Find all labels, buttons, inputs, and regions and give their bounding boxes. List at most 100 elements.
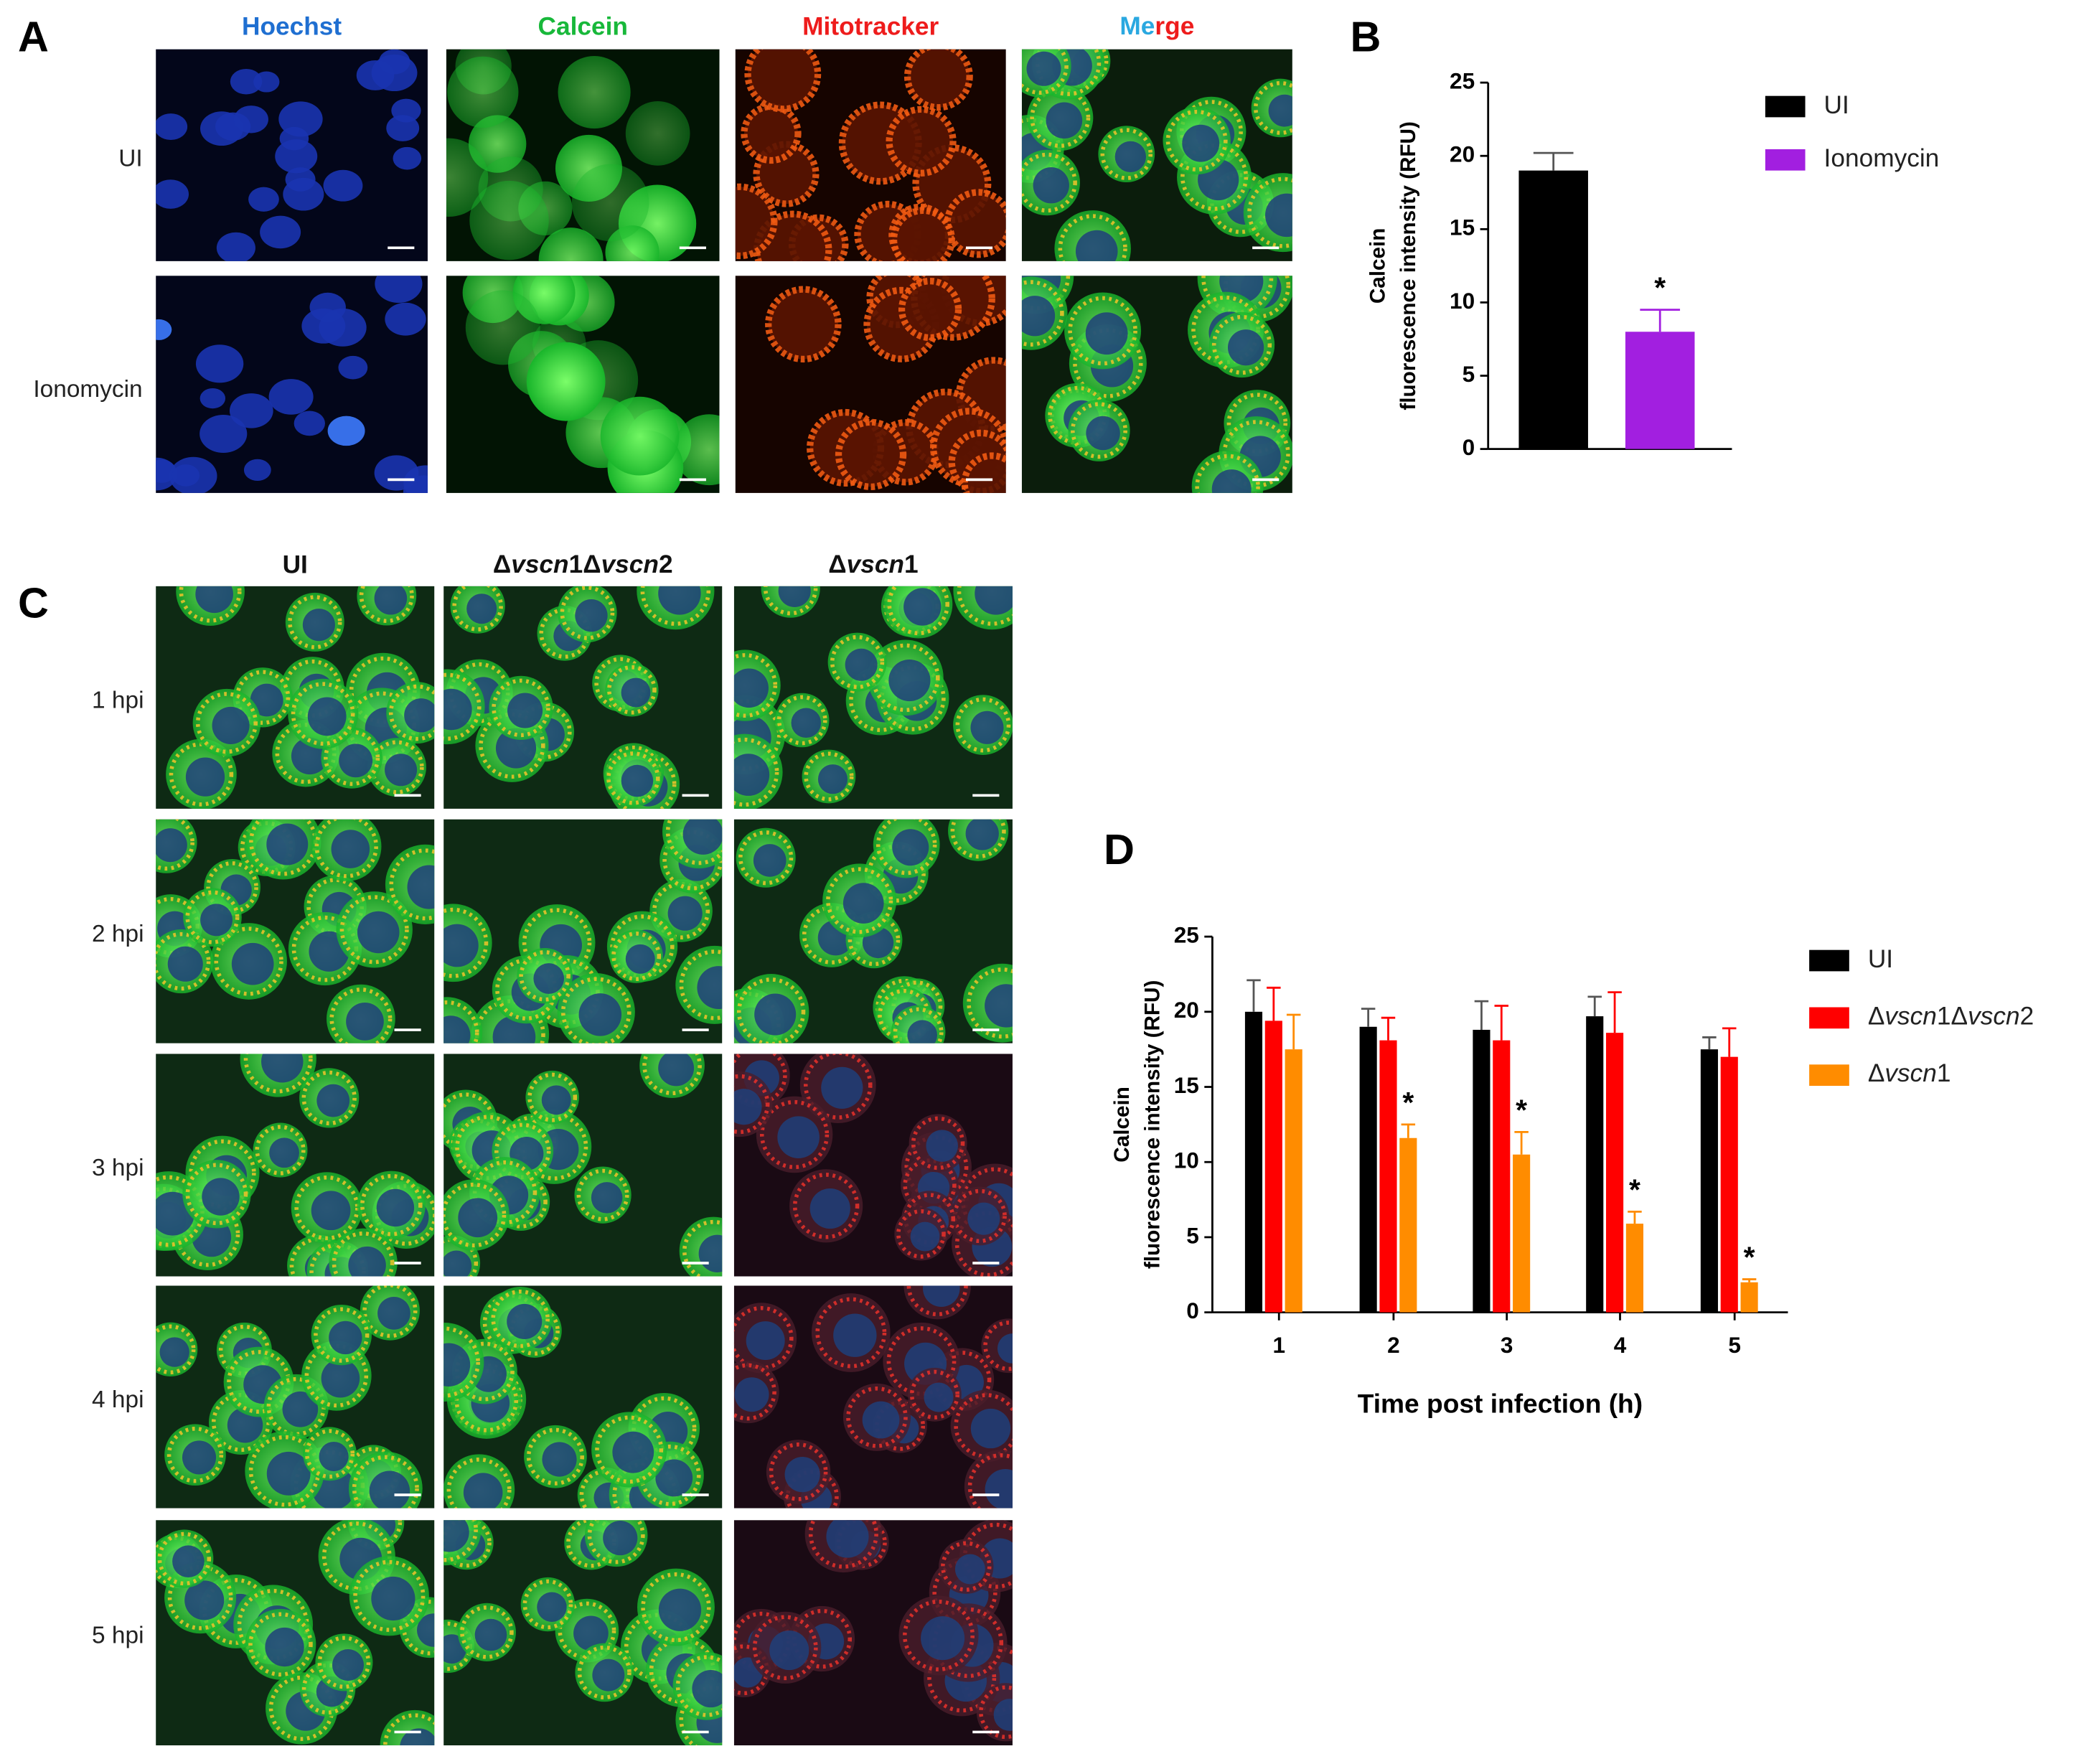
nucleus [466, 594, 497, 624]
mito-ring [291, 682, 355, 746]
cells [733, 819, 1013, 1043]
nucleus [692, 1670, 723, 1708]
nucleus [698, 1234, 723, 1272]
nucleus [921, 1616, 965, 1661]
cell [673, 414, 720, 486]
nucleus [156, 179, 189, 209]
row-label: Ionomycin [33, 376, 142, 403]
mito-ring [642, 1054, 702, 1096]
mito-ring [519, 950, 571, 1002]
nucleus [592, 1659, 625, 1692]
nucleus [533, 963, 565, 994]
column-header: Calcein [537, 12, 627, 40]
cells [446, 49, 697, 261]
nucleus [369, 1470, 410, 1509]
cell [600, 396, 680, 476]
cell [735, 183, 778, 260]
nucleus [667, 896, 703, 931]
micrograph [735, 49, 1006, 261]
nucleus [621, 677, 651, 708]
nucleus [371, 1576, 416, 1621]
mito-ring [887, 586, 949, 636]
bar [1473, 1029, 1491, 1313]
bar [1379, 1040, 1397, 1313]
mito-ring [1211, 314, 1272, 375]
nucleus [975, 586, 1013, 615]
nucleus [784, 1456, 820, 1493]
mito-ring [639, 1444, 701, 1506]
nucleus [753, 844, 787, 877]
nucleus [1268, 94, 1292, 127]
nucleus [374, 586, 408, 615]
nucleus [302, 609, 335, 642]
mito-ring [185, 890, 240, 944]
nucleus [332, 1649, 365, 1681]
y-tick-label: 10 [1450, 288, 1475, 314]
y-tick-label: 20 [1174, 997, 1199, 1023]
mito-ring [1165, 110, 1228, 172]
nucleus [393, 146, 422, 170]
nucleus [888, 659, 931, 702]
nucleus [202, 1178, 240, 1216]
mito-ring [826, 867, 893, 934]
nucleus [575, 599, 608, 632]
mito-ring [607, 665, 657, 715]
mito-ring [353, 1559, 426, 1632]
y-axis-label: Calcein [1110, 1087, 1134, 1163]
micrograph [156, 1520, 435, 1746]
nucleus [778, 586, 811, 607]
legend-swatch [1809, 949, 1849, 972]
nucleus [185, 757, 225, 797]
cell [744, 49, 822, 113]
nucleus [443, 1343, 471, 1387]
mito-ring [370, 740, 424, 794]
mito-ring [494, 1175, 548, 1229]
mito-ring [452, 586, 503, 632]
nucleus [285, 167, 316, 192]
nucleus [172, 1545, 205, 1577]
mito-ring [314, 819, 378, 878]
cell [571, 164, 649, 242]
nucleus [965, 819, 999, 850]
mito-ring [522, 1579, 573, 1630]
mito-ring [665, 819, 723, 865]
cells [733, 1054, 1013, 1277]
nucleus [845, 648, 878, 681]
nucleus [385, 754, 418, 787]
nucleus [346, 1003, 384, 1041]
nucleus [307, 697, 347, 736]
cell [558, 55, 631, 129]
mito-ring [167, 1564, 233, 1631]
mito-ring [189, 1139, 256, 1206]
micrograph [733, 1285, 1013, 1509]
mito-ring [388, 684, 435, 741]
column-header: Hoechst [242, 12, 342, 40]
row-label: 4 hpi [92, 1387, 144, 1413]
mito-ring [520, 1112, 588, 1181]
nucleus [1114, 141, 1147, 173]
nucleus [923, 1285, 960, 1308]
column-header: Merge [1119, 12, 1194, 40]
mito-ring [156, 819, 194, 871]
nucleus [234, 105, 268, 133]
bar [1700, 1049, 1718, 1313]
y-axis-label: fluorescence intensity (RFU) [1141, 980, 1165, 1270]
mito-ring [577, 1645, 632, 1699]
nucleus [537, 1592, 567, 1622]
nucleus [195, 344, 244, 383]
micrograph [443, 1285, 723, 1509]
nucleus [417, 1613, 435, 1647]
mito-ring [560, 977, 632, 1043]
nucleus [443, 1250, 472, 1277]
mito-ring [880, 665, 946, 731]
nucleus [777, 1116, 820, 1158]
nucleus [924, 1382, 954, 1412]
y-axis-label: Calcein [1366, 228, 1389, 304]
legend-label: Ionomycin [1824, 144, 1940, 172]
mito-ring [166, 1427, 224, 1483]
mito-ring [769, 1442, 828, 1501]
mito-ring [1222, 420, 1290, 488]
nucleus [658, 1054, 695, 1087]
cell [469, 180, 549, 261]
mito-ring [460, 1605, 514, 1659]
